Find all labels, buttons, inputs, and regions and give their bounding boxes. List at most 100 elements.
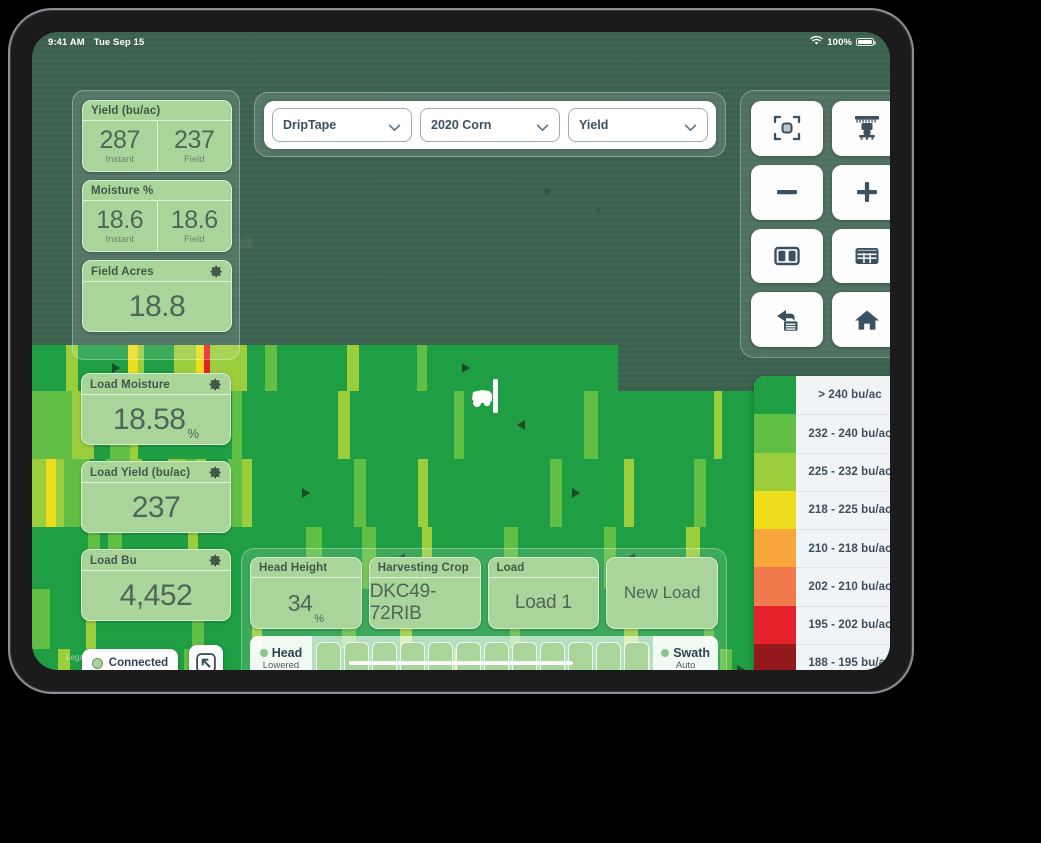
plus-icon (852, 177, 882, 207)
app-screen: 9:41 AM Tue Sep 15 100% (32, 32, 890, 670)
chevron-down-icon (388, 121, 401, 131)
head-status-label: Head (271, 646, 303, 660)
yield-metric-card[interactable]: Yield (bu/ac) 287 Instant 237 Field (82, 100, 232, 172)
legend-row: 188 - 195 bu/ac (754, 643, 890, 670)
head-status-badge[interactable]: Head Lowered (250, 636, 312, 670)
moisture-card-header: Moisture % (83, 181, 231, 201)
swath-tile[interactable] (624, 642, 650, 670)
connection-status-label: Connected (108, 657, 169, 669)
yield-stripe (32, 391, 72, 459)
swath-status-dot (661, 649, 670, 657)
share-report-button[interactable] (751, 292, 823, 347)
load-moisture-card-title: Load Moisture (90, 378, 170, 391)
share-document-icon (772, 305, 802, 335)
load-card-header: Load (488, 558, 599, 578)
map-legal-label[interactable]: Legal (66, 653, 86, 662)
legend-color-swatch (754, 529, 796, 568)
swath-tile[interactable] (316, 642, 342, 670)
expand-arrow-icon[interactable] (189, 645, 223, 670)
harvesting-crop-card[interactable]: Harvesting Crop DKC49-72RIB (368, 557, 481, 629)
season-crop-select[interactable]: 2020 Corn (420, 107, 560, 142)
field-acres-card-header: Field Acres (83, 261, 231, 282)
yield-stripe (232, 391, 242, 459)
swath-tile[interactable] (400, 642, 426, 670)
table-view-button[interactable] (831, 228, 890, 284)
status-time: 9:41 AM (48, 36, 85, 48)
yield-stripe (32, 459, 46, 527)
zoom-in-button[interactable] (831, 164, 890, 220)
center-map-button[interactable] (751, 101, 823, 156)
yield-stripe (359, 345, 417, 391)
split-panel-icon (772, 241, 802, 271)
split-screen-button[interactable] (751, 228, 823, 284)
field-acres-metric-card[interactable]: Field Acres 18.8 (82, 260, 232, 332)
swath-tile[interactable] (372, 642, 398, 670)
swath-tile[interactable] (540, 642, 566, 670)
machine-status-cards: Head Height 34 % Harvesting Crop DKC49-7… (250, 557, 718, 629)
swath-tile[interactable] (512, 642, 538, 670)
swath-tile[interactable] (484, 642, 510, 670)
yield-stripe (624, 459, 634, 527)
load-yield-card-header: Load Yield (bu/ac) (82, 462, 230, 483)
zoom-out-button[interactable] (751, 164, 823, 220)
legend-color-swatch (754, 490, 796, 529)
load-yield-card-title: Load Yield (bu/ac) (90, 466, 191, 479)
field-acres-card-title: Field Acres (91, 265, 154, 278)
load-yield-card-body: 237 (82, 483, 230, 532)
yield-stripe (584, 391, 598, 459)
load-card-title: Load (496, 562, 525, 574)
moisture-field-cell: 18.6 Field (156, 201, 232, 251)
yield-stripe (228, 459, 242, 527)
yield-stripe (598, 391, 714, 459)
field-select-value: DripTape (283, 117, 337, 132)
yield-stripe (56, 459, 64, 527)
machine-view-button[interactable] (831, 101, 890, 156)
minus-icon (772, 177, 802, 207)
load-bu-value: 4,452 (119, 578, 193, 612)
field-select[interactable]: DripTape (272, 107, 412, 142)
moisture-metric-card[interactable]: Moisture % 18.6 Instant 18.6 Field (82, 180, 232, 252)
head-height-card[interactable]: Head Height 34 % (250, 557, 362, 629)
legend-row: 210 - 218 bu/ac (754, 529, 890, 568)
yield-legend: > 240 bu/ac 232 - 240 bu/ac 225 - 232 bu/a… (754, 376, 890, 670)
swath-tile[interactable] (344, 642, 370, 670)
swath-tile[interactable] (596, 642, 622, 670)
crosshair-focus-icon (772, 113, 802, 143)
harvesting-crop-card-title: Harvesting Crop (377, 562, 469, 574)
load-moisture-metric-card[interactable]: Load Moisture 18.58 % (81, 373, 231, 445)
connection-status-badge[interactable]: Connected (82, 649, 178, 670)
yield-stripe (338, 391, 350, 459)
new-load-button[interactable]: New Load (606, 557, 718, 629)
swath-tile[interactable] (428, 642, 454, 670)
load-bu-metric-card[interactable]: Load Bu 4,452 (81, 549, 231, 621)
swath-status-sub: Auto (675, 660, 696, 670)
layer-select[interactable]: Yield (568, 107, 708, 142)
legend-row: 218 - 225 bu/ac (754, 490, 890, 529)
swath-tile[interactable] (568, 642, 594, 670)
yield-stripe (418, 459, 428, 527)
yield-stripe (50, 589, 86, 649)
yield-stripe (32, 527, 88, 589)
load-moisture-card-body: 18.58 % (82, 395, 230, 444)
home-indicator[interactable] (349, 660, 573, 665)
swath-section-tiles[interactable] (312, 636, 654, 670)
wifi-icon (810, 35, 823, 49)
gear-icon[interactable] (210, 265, 223, 278)
map-control-pad (740, 90, 890, 358)
legend-range-label: 188 - 195 bu/ac (796, 643, 890, 670)
gear-icon[interactable] (209, 554, 222, 567)
gear-icon[interactable] (209, 466, 222, 479)
home-button[interactable] (831, 292, 890, 347)
yield-stripe (714, 391, 722, 459)
head-height-card-body: 34 % (251, 578, 361, 628)
swath-tile[interactable] (456, 642, 482, 670)
load-bu-card-title: Load Bu (90, 554, 137, 567)
load-yield-metric-card[interactable]: Load Yield (bu/ac) 237 (81, 461, 231, 533)
yield-stripe (210, 345, 215, 391)
chevron-down-icon (536, 121, 549, 131)
yield-card-header: Yield (bu/ac) (83, 101, 231, 121)
swath-status-badge[interactable]: Swath Auto (653, 636, 718, 670)
load-card[interactable]: Load Load 1 (487, 557, 600, 629)
gear-icon[interactable] (209, 378, 222, 391)
yield-stripe (354, 459, 366, 527)
